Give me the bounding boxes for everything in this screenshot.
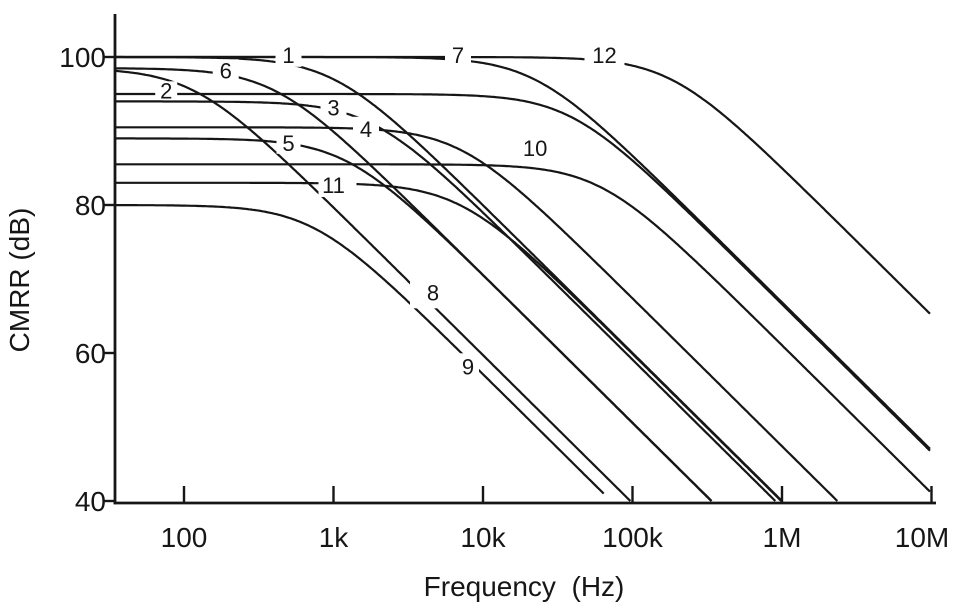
curve-4-line <box>114 126 839 502</box>
curve-5-line <box>114 137 713 502</box>
x-tick-label-100: 100 <box>161 522 208 553</box>
curve-11-label-mask <box>318 173 357 197</box>
curve-10-line <box>114 163 931 493</box>
y-tick-label-80: 80 <box>75 190 106 221</box>
x-tick-label-10M: 10M <box>895 522 949 553</box>
curve-11-label: 11 <box>322 173 345 198</box>
curve-6-label-mask <box>212 59 239 82</box>
x-tick-label-1k: 1k <box>319 522 350 553</box>
curve-8-label: 8 <box>427 280 439 305</box>
curve-3-label: 3 <box>327 95 339 120</box>
curve-7-label-mask <box>445 42 471 67</box>
curve-9-label-mask <box>457 353 479 380</box>
curve-12-label: 12 <box>592 43 616 68</box>
curve-2-label: 2 <box>160 78 172 103</box>
curve-10-label: 10 <box>523 136 547 161</box>
curve-8-line <box>114 69 632 502</box>
curve-6-label: 6 <box>220 58 232 83</box>
curve-2-line <box>114 92 931 452</box>
curve-5-label: 5 <box>282 131 294 156</box>
curve-3-line <box>114 100 777 502</box>
curve-4-label: 4 <box>360 117 372 142</box>
curve-9-label: 9 <box>462 354 474 379</box>
curve-4-label-mask <box>353 116 379 141</box>
curve-10-label-mask <box>515 136 556 160</box>
x-tick-label-1M: 1M <box>763 522 802 553</box>
curve-3-label-mask <box>320 95 347 120</box>
curve-1-label-mask <box>275 42 302 67</box>
axes-group <box>103 14 936 505</box>
curve-7-label: 7 <box>452 43 464 68</box>
curve-8-label-mask <box>410 280 444 309</box>
x-tick-label-100k: 100k <box>602 522 664 553</box>
curve-11-line <box>114 181 783 502</box>
curve-1-label: 1 <box>282 43 294 68</box>
tick-labels-group: 100 1k 10k 100k 1M 10M 100 80 60 40 <box>59 42 949 553</box>
y-tick-label-100: 100 <box>59 42 106 73</box>
curve-12-line <box>114 55 931 315</box>
y-tick-label-60: 60 <box>75 338 106 369</box>
curve-9-line <box>114 204 605 495</box>
curve-5-label-mask <box>276 131 301 154</box>
curves-group <box>114 55 931 502</box>
x-axis-title: Frequency (Hz) <box>424 571 625 602</box>
y-axis-title: CMRR (dB) <box>4 208 35 353</box>
curve-1-line <box>114 55 783 502</box>
curve-7-line <box>114 55 931 450</box>
curve-12-label-mask <box>584 42 625 67</box>
curve-2-label-mask <box>155 81 178 100</box>
y-tick-label-40: 40 <box>75 486 106 517</box>
x-tick-label-10k: 10k <box>460 522 506 553</box>
